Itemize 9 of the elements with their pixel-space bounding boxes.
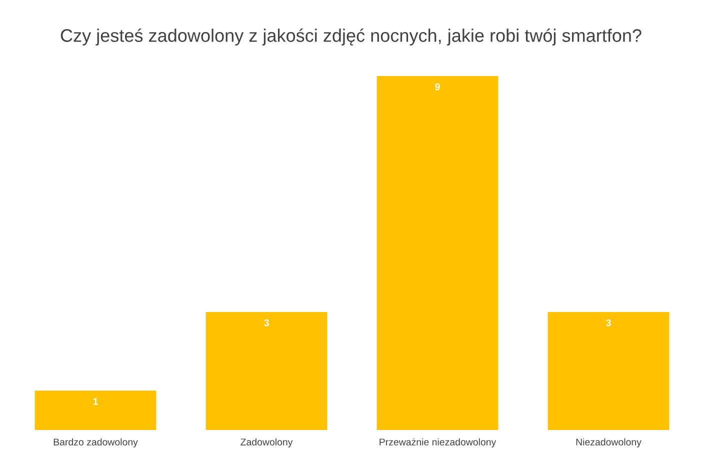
x-tick-label: Bardzo zadowolony — [54, 438, 138, 448]
x-tick-label: Niezadowolony — [576, 438, 642, 448]
data-label: 3 — [606, 319, 611, 326]
x-tick-label: Przeważnie niezadowolony — [380, 438, 496, 448]
x-tick-label: Zadowolony — [240, 438, 293, 448]
data-label: 1 — [93, 398, 98, 405]
chart-title: Czy jesteś zadowolony z jakości zdjęć nocnych, jakie robi twój smartfon? — [60, 28, 642, 46]
data-label: 9 — [435, 83, 440, 90]
data-label: 3 — [264, 319, 269, 326]
